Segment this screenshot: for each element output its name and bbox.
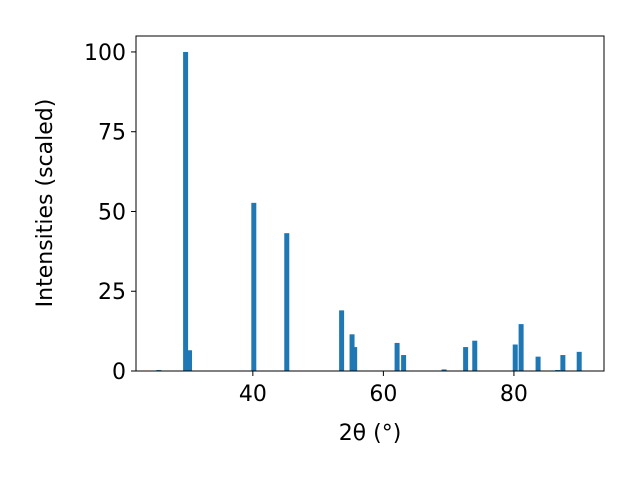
bar [183, 51, 189, 371]
bar [441, 369, 447, 371]
bar [187, 350, 193, 371]
y-axis-label: Intensities (scaled) [33, 99, 58, 308]
bar [518, 324, 524, 371]
y-tick-label: 25 [98, 280, 126, 305]
x-axis-label: 2θ (°) [339, 421, 402, 446]
x-tick-label: 60 [369, 382, 397, 407]
bar [339, 310, 345, 371]
y-tick-label: 0 [112, 360, 126, 385]
bar [401, 355, 407, 371]
bar [576, 351, 582, 371]
y-tick-label: 50 [98, 200, 126, 225]
bar [463, 347, 469, 371]
bar [560, 355, 566, 371]
plot-frame [135, 35, 605, 372]
bar [251, 202, 257, 371]
bar [349, 334, 355, 371]
y-tick-label: 100 [84, 41, 126, 66]
bar [352, 347, 358, 371]
bar [512, 344, 518, 371]
x-tick-label: 40 [239, 382, 267, 407]
bar [394, 342, 400, 371]
bar [472, 340, 478, 371]
x-tick-label: 80 [500, 382, 528, 407]
y-tick-label: 75 [98, 121, 126, 146]
bar [284, 233, 290, 371]
bar [535, 356, 541, 371]
